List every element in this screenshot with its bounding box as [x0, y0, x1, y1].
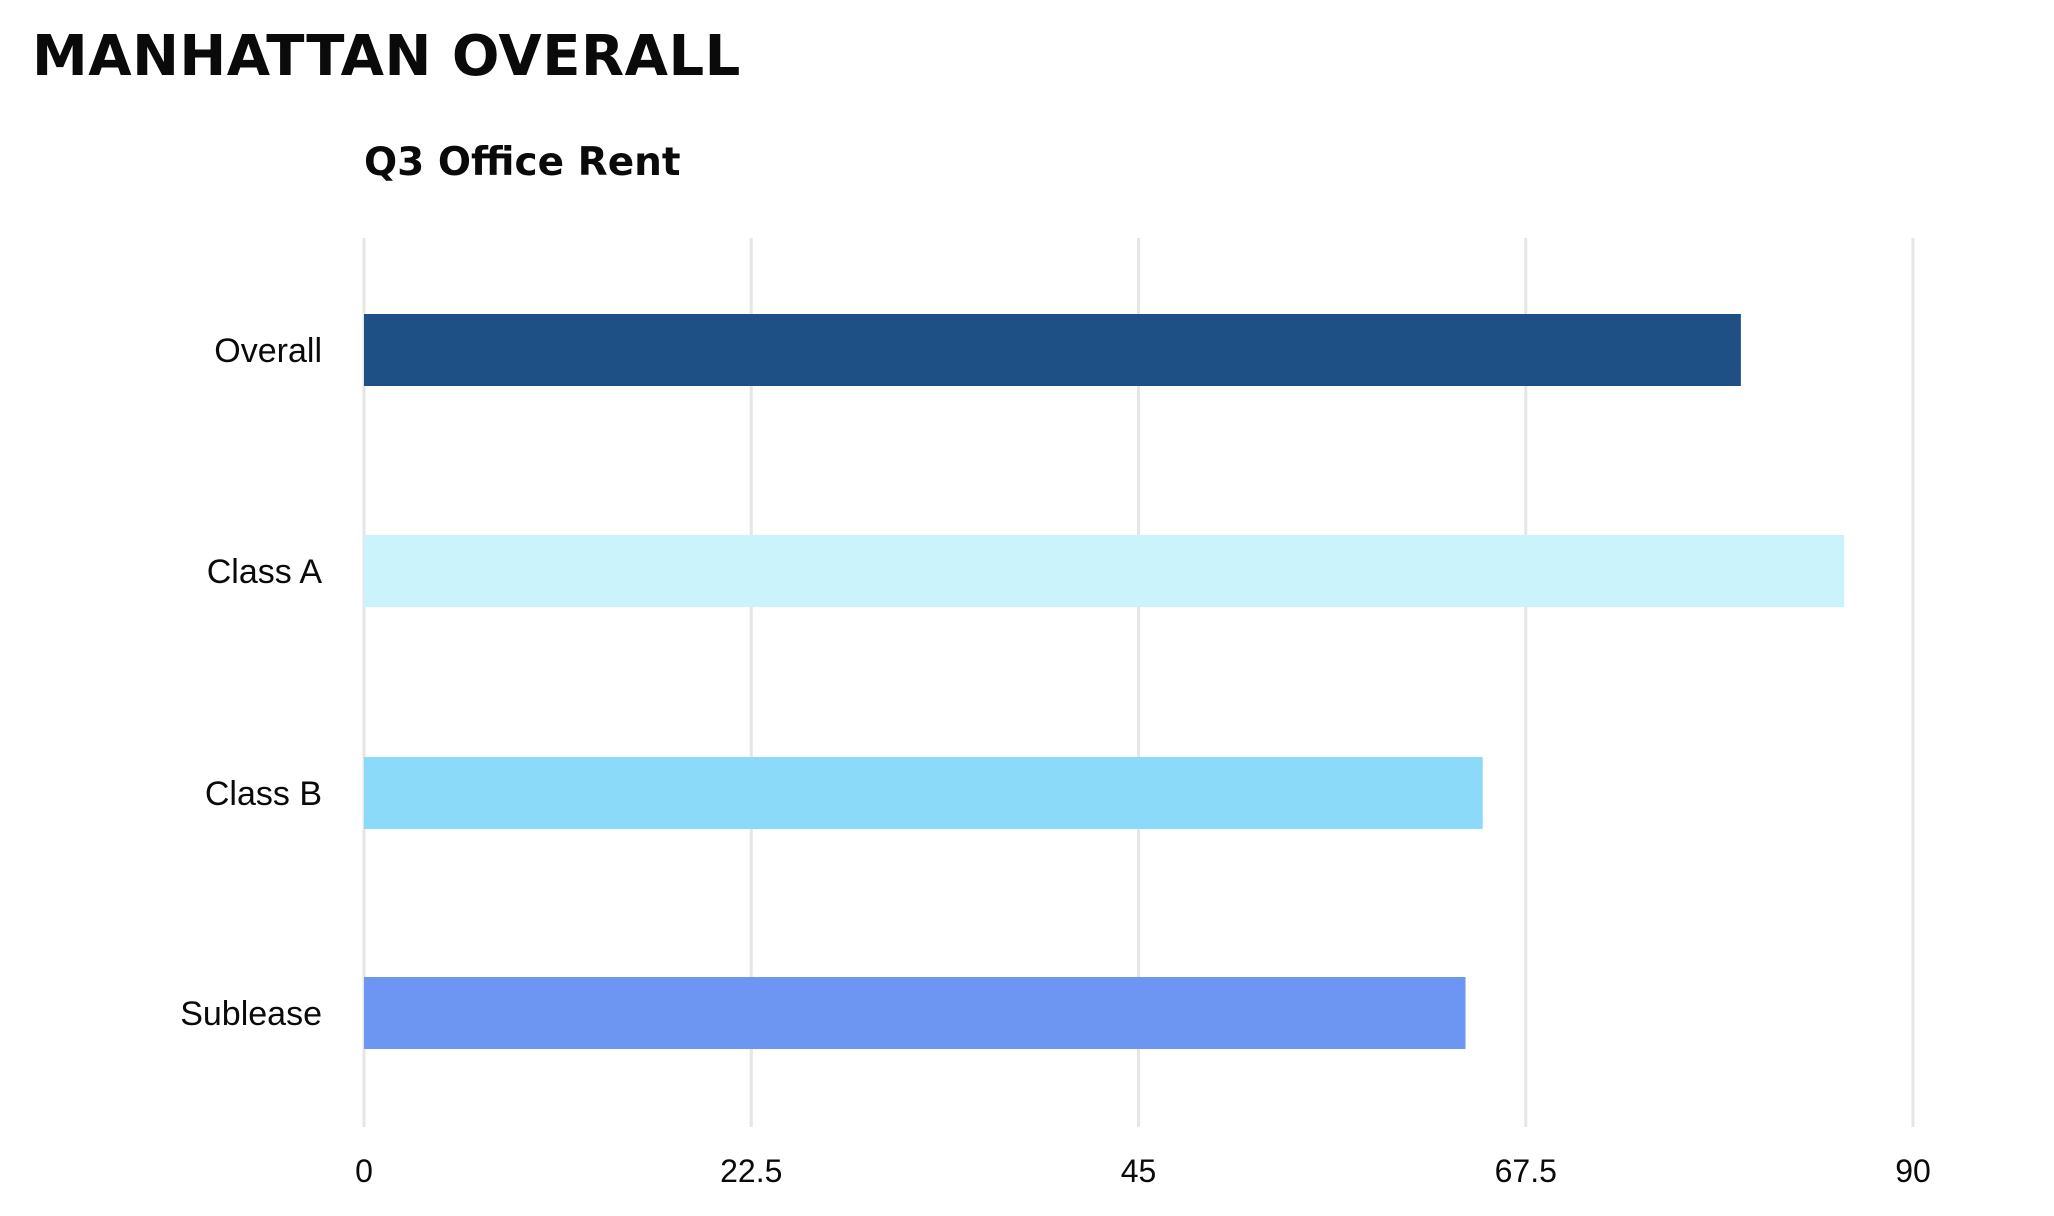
page-title: MANHATTAN OVERALL	[32, 24, 741, 89]
bar-class-b	[364, 757, 1483, 829]
bar-overall	[364, 314, 1741, 386]
x-axis-tick-labels: 0 22.5 45 67.5 90	[355, 1153, 1931, 1189]
category-labels: Overall Class A Class B Sublease	[180, 332, 322, 1033]
category-label: Overall	[214, 332, 322, 370]
x-tick-label: 45	[1121, 1153, 1157, 1189]
category-label: Sublease	[180, 995, 322, 1033]
category-label: Class A	[207, 553, 323, 591]
chart-title: Q3 Office Rent	[364, 140, 681, 185]
bars	[364, 314, 1845, 1049]
x-tick-label: 0	[355, 1153, 373, 1189]
x-tick-label: 67.5	[1495, 1153, 1557, 1189]
bar-sublease	[364, 977, 1466, 1049]
x-tick-label: 90	[1895, 1153, 1931, 1189]
bar-class-a	[364, 535, 1845, 607]
x-tick-label: 22.5	[720, 1153, 782, 1189]
category-label: Class B	[205, 775, 322, 813]
